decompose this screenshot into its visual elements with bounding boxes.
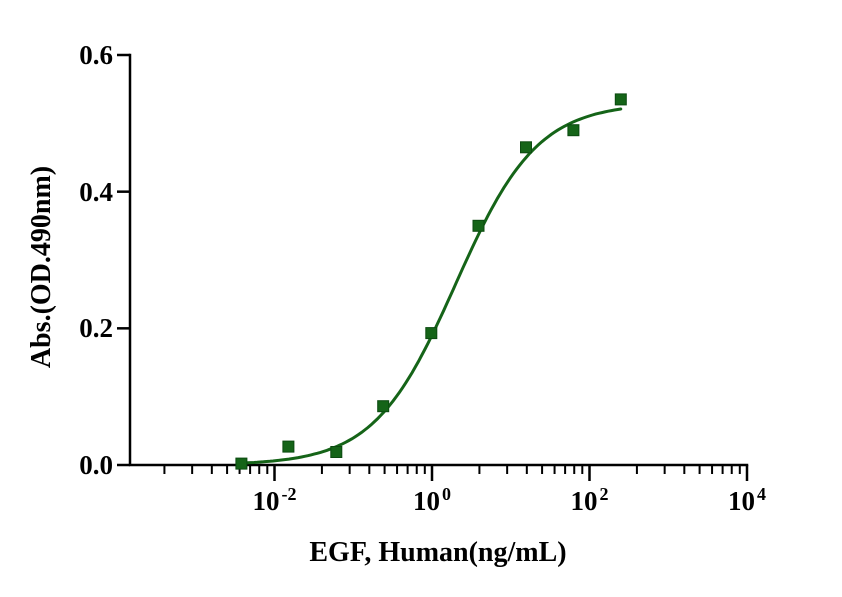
fit-curve — [239, 107, 623, 465]
axes-frame — [128, 53, 749, 467]
data-point-marker — [377, 400, 390, 413]
data-point-marker — [614, 93, 627, 106]
data-point-marker — [330, 446, 343, 458]
data-point-marker — [520, 141, 532, 154]
data-point-marker — [282, 440, 295, 453]
data-point-marker — [425, 327, 438, 340]
data-point-marker — [567, 124, 580, 137]
data-point-marker — [472, 219, 485, 232]
data-point-marker — [235, 457, 248, 470]
